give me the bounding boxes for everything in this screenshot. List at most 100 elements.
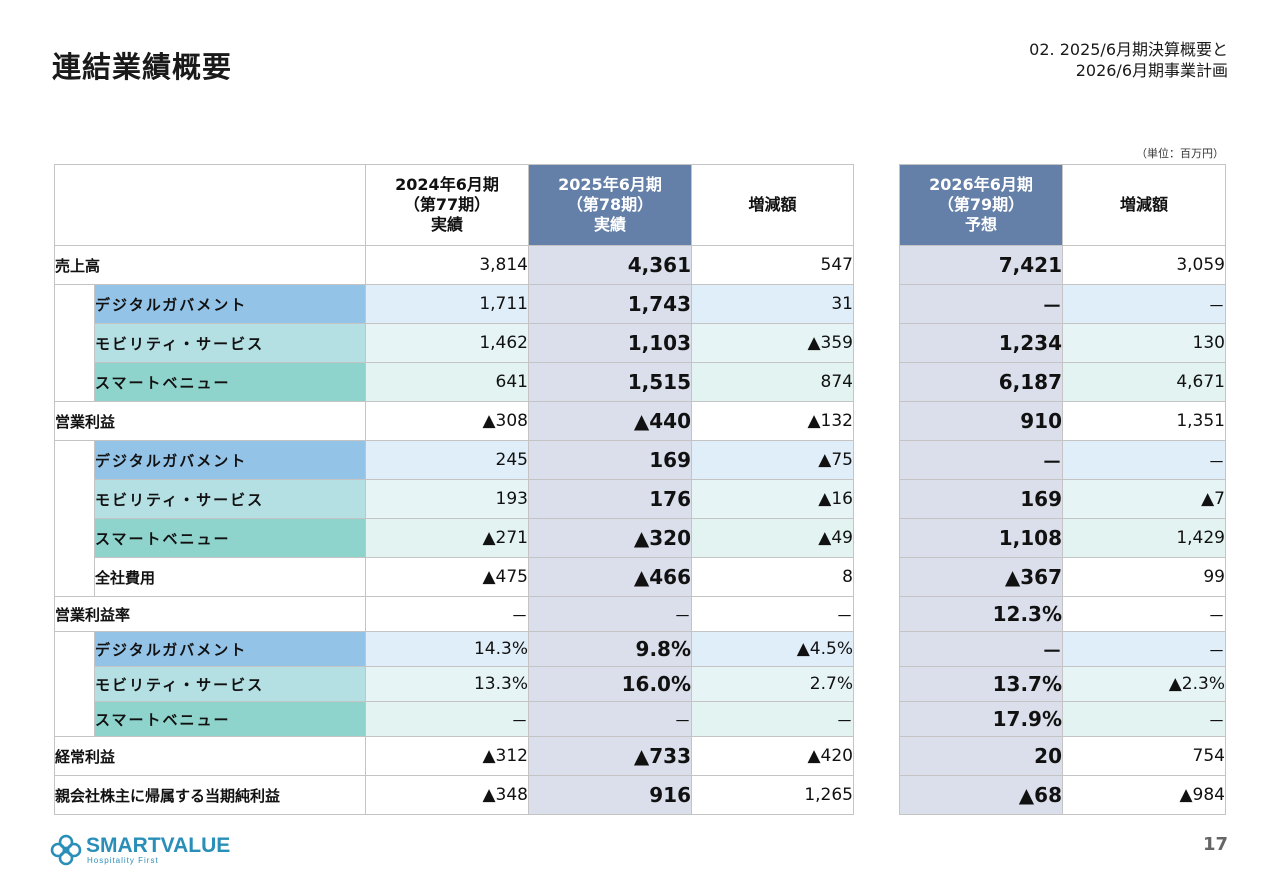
segment-label-digital-government: デジタルガバメント xyxy=(94,440,366,480)
section-label-line2: 2026/6月期事業計画 xyxy=(1075,61,1228,80)
value-fy2024: － xyxy=(365,596,529,632)
segment-label-mobility-service: モビリティ・サービス xyxy=(94,323,366,363)
table-row-net-income: 親会社株主に帰属する当期純利益 ▲348 916 1,265 xyxy=(54,775,854,815)
value-fy2024: 641 xyxy=(365,362,529,402)
segment-label-mobility-service: モビリティ・サービス xyxy=(94,666,366,702)
value-fy2026: － xyxy=(899,284,1063,324)
value-change: 1,265 xyxy=(691,775,854,815)
table-row-operating-margin: 営業利益率 － － － xyxy=(54,596,854,632)
forecast-row-segment: 169 ▲7 xyxy=(899,479,1226,519)
value-fy2026: 17.9% xyxy=(899,701,1063,737)
forecast-row-net-income: ▲68 ▲984 xyxy=(899,775,1226,815)
value-change: － xyxy=(691,596,854,632)
value-fy2024: ▲271 xyxy=(365,518,529,558)
value-fy2025: ▲320 xyxy=(528,518,692,558)
header-fy2024-line: （第77期） xyxy=(403,195,491,214)
header-fy2025-line: 実績 xyxy=(593,215,626,234)
segment-label-mobility-service: モビリティ・サービス xyxy=(94,479,366,519)
forecast-row-net-sales: 7,421 3,059 xyxy=(899,245,1226,285)
indent-spacer xyxy=(54,631,95,737)
value-fy2026: － xyxy=(899,631,1063,667)
value-fy2024: 1,711 xyxy=(365,284,529,324)
forecast-row-operating-income: 910 1,351 xyxy=(899,401,1226,441)
value-fy2026: 13.7% xyxy=(899,666,1063,702)
clover-logo-icon xyxy=(50,834,82,866)
value-change-forecast: 99 xyxy=(1062,557,1226,597)
header-fy2026-line: （第79期） xyxy=(937,195,1025,214)
value-fy2026: 169 xyxy=(899,479,1063,519)
value-change-forecast: ▲984 xyxy=(1062,775,1226,815)
value-change: ▲4.5% xyxy=(691,631,854,667)
value-fy2026: 7,421 xyxy=(899,245,1063,285)
value-fy2025: 16.0% xyxy=(528,666,692,702)
value-fy2024: 3,814 xyxy=(365,245,529,285)
value-fy2025: ▲733 xyxy=(528,736,692,776)
value-change-forecast: 1,429 xyxy=(1062,518,1226,558)
value-change: 874 xyxy=(691,362,854,402)
forecast-row-corporate-expenses: ▲367 99 xyxy=(899,557,1226,597)
value-change: ▲420 xyxy=(691,736,854,776)
value-fy2024: ▲475 xyxy=(365,557,529,597)
header-fy2024-line: 実績 xyxy=(430,215,463,234)
value-fy2024: 14.3% xyxy=(365,631,529,667)
header-fy2024: 2024年6月期 （第77期） 実績 xyxy=(365,164,529,246)
indent-spacer xyxy=(54,284,95,402)
value-fy2026: 910 xyxy=(899,401,1063,441)
row-label: 営業利益 xyxy=(54,401,366,441)
header-fy2025: 2025年6月期 （第78期） 実績 xyxy=(528,164,692,246)
value-fy2025: ▲440 xyxy=(528,401,692,441)
forecast-table-header: 2026年6月期 （第79期） 予想 増減額 xyxy=(899,164,1226,246)
forecast-row-segment: － － xyxy=(899,631,1226,667)
header-fy2024-line: 2024年6月期 xyxy=(395,175,499,194)
value-change-forecast: 1,351 xyxy=(1062,401,1226,441)
value-change-forecast: 3,059 xyxy=(1062,245,1226,285)
value-change: ▲49 xyxy=(691,518,854,558)
table-row-segment: デジタルガバメント 14.3% 9.8% ▲4.5% xyxy=(54,631,854,737)
unit-note: （単位：百万円） xyxy=(1136,147,1224,160)
forecast-row-segment: － － xyxy=(899,284,1226,324)
results-table-header: 2024年6月期 （第77期） 実績 2025年6月期 （第78期） 実績 増減… xyxy=(54,164,854,246)
value-fy2025: 1,743 xyxy=(528,284,692,324)
segment-label-smart-venue: スマートベニュー xyxy=(94,362,366,402)
value-fy2025: 169 xyxy=(528,440,692,480)
value-change-forecast: 754 xyxy=(1062,736,1226,776)
row-label: 親会社株主に帰属する当期純利益 xyxy=(54,775,366,815)
table-row-segment: スマートベニュー － － － xyxy=(55,701,854,737)
segment-label-digital-government: デジタルガバメント xyxy=(94,284,366,324)
value-fy2024: 193 xyxy=(365,479,529,519)
table-row-segment: デジタルガバメント 1,711 1,743 31 xyxy=(54,284,854,402)
indent-spacer xyxy=(54,440,95,597)
value-change: 547 xyxy=(691,245,854,285)
forecast-row-segment: 13.7% ▲2.3% xyxy=(899,666,1226,702)
results-table: 2024年6月期 （第77期） 実績 2025年6月期 （第78期） 実績 増減… xyxy=(54,164,854,815)
section-label-line1: 02. 2025/6月期決算概要と xyxy=(1029,40,1228,59)
table-row-segment: スマートベニュー ▲271 ▲320 ▲49 xyxy=(55,518,854,558)
value-fy2024: 1,462 xyxy=(365,323,529,363)
table-row-segment: スマートベニュー 641 1,515 874 xyxy=(55,362,854,402)
header-label-cell xyxy=(54,164,366,246)
segment-label-smart-venue: スマートベニュー xyxy=(94,701,366,737)
value-change-forecast: － xyxy=(1062,440,1226,480)
value-fy2025: 916 xyxy=(528,775,692,815)
value-change: ▲75 xyxy=(691,440,854,480)
value-change-forecast: － xyxy=(1062,284,1226,324)
table-row-ordinary-income: 経常利益 ▲312 ▲733 ▲420 xyxy=(54,736,854,776)
value-fy2026: 1,108 xyxy=(899,518,1063,558)
header-fy2026-line: 予想 xyxy=(964,215,997,234)
value-fy2025: 9.8% xyxy=(528,631,692,667)
value-change: 31 xyxy=(691,284,854,324)
value-change: 8 xyxy=(691,557,854,597)
row-label: 売上高 xyxy=(54,245,366,285)
logo-tagline: Hospitality First xyxy=(87,856,159,865)
forecast-row-segment: － － xyxy=(899,440,1226,480)
table-row-segment: モビリティ・サービス 13.3% 16.0% 2.7% xyxy=(55,666,854,702)
header-change: 増減額 xyxy=(691,164,854,246)
value-fy2025: 1,515 xyxy=(528,362,692,402)
page-title: 連結業績概要 xyxy=(52,50,233,84)
value-fy2026: 12.3% xyxy=(899,596,1063,632)
row-label: 営業利益率 xyxy=(54,596,366,632)
forecast-row-operating-margin: 12.3% － xyxy=(899,596,1226,632)
value-fy2024: － xyxy=(365,701,529,737)
value-change-forecast: － xyxy=(1062,701,1226,737)
value-fy2024: 13.3% xyxy=(365,666,529,702)
